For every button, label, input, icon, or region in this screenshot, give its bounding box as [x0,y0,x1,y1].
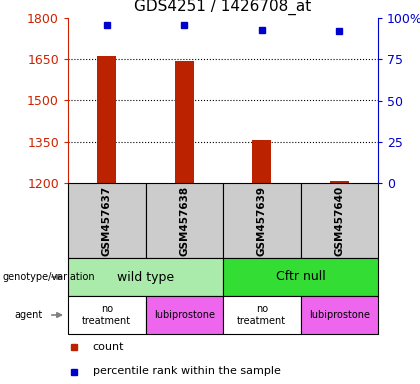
Text: genotype/variation: genotype/variation [2,272,95,282]
Text: no
treatment: no treatment [237,304,286,326]
Text: wild type: wild type [117,270,174,283]
Text: GSM457640: GSM457640 [334,185,344,256]
Text: GSM457638: GSM457638 [179,185,189,256]
Text: Cftr null: Cftr null [276,270,326,283]
Text: percentile rank within the sample: percentile rank within the sample [93,366,281,376]
Text: lubiprostone: lubiprostone [309,310,370,320]
Bar [145,183,223,258]
Bar [68,296,145,334]
Text: lubiprostone: lubiprostone [154,310,215,320]
Title: GDS4251 / 1426708_at: GDS4251 / 1426708_at [134,0,312,15]
Bar [68,183,145,258]
Text: agent: agent [15,310,43,320]
Text: GSM457639: GSM457639 [257,185,267,255]
Bar [175,61,194,183]
Bar [145,296,223,334]
Bar [223,296,300,334]
Bar [300,183,378,258]
Text: count: count [93,341,124,351]
Text: no
treatment: no treatment [82,304,131,326]
Bar [300,296,378,334]
Text: GSM457637: GSM457637 [102,185,112,256]
Bar [97,56,116,183]
Bar [223,183,300,258]
Bar [223,258,378,296]
Bar [68,258,223,296]
Bar [330,181,349,183]
Bar [252,141,271,183]
